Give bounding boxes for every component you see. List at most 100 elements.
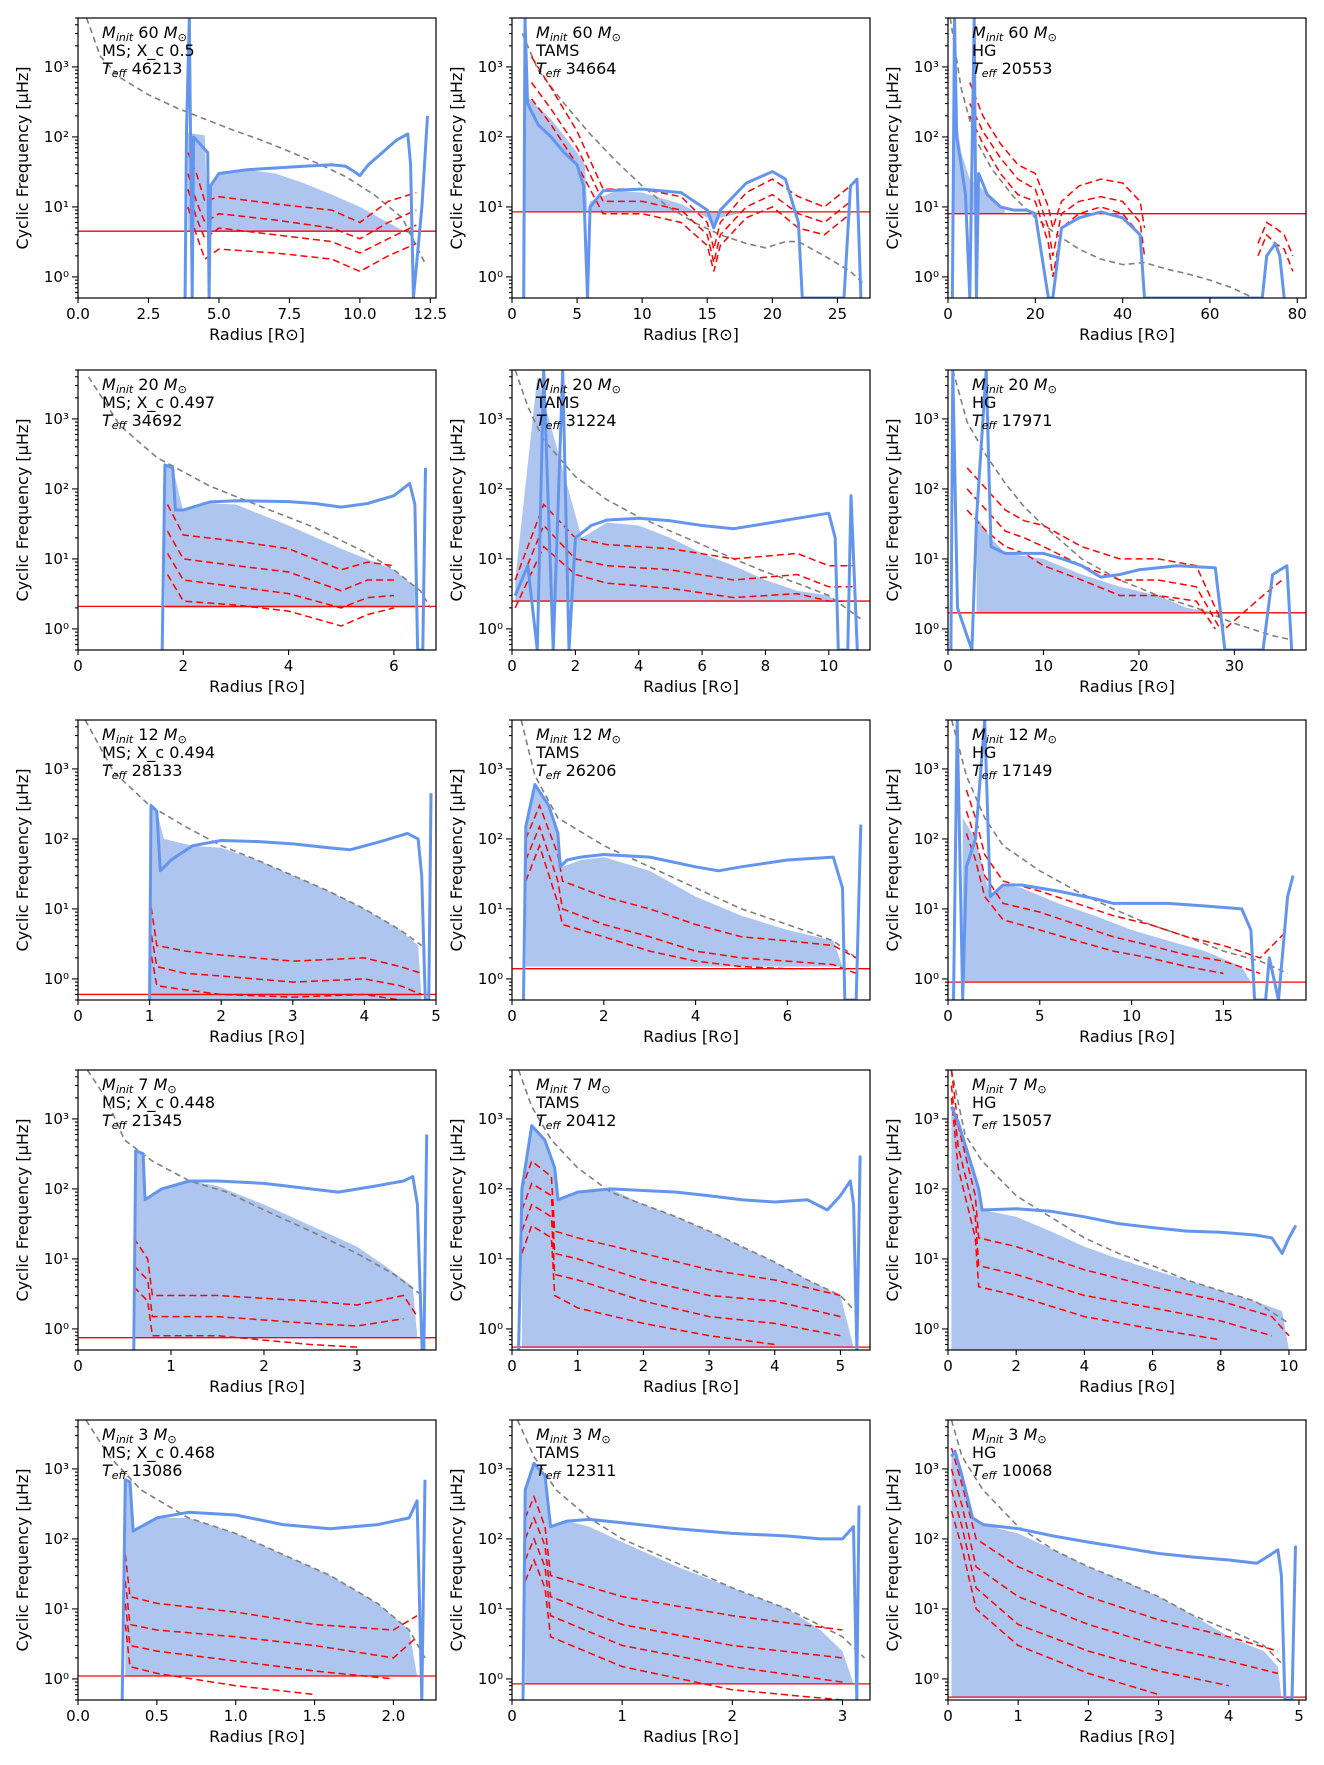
lamb-frequency-curve — [950, 1070, 1290, 1325]
annotation-teff: Teff 31224 — [536, 411, 616, 432]
propagation-fill — [125, 1479, 418, 1676]
y-axis-label: Cyclic Frequency [μHz] — [883, 768, 902, 951]
annotation-teff: Teff 17971 — [972, 411, 1052, 432]
annotation-stage: MS; X_c 0.5 — [102, 41, 195, 61]
y-tick-label: 10² — [478, 830, 503, 848]
mode-curve-1 — [187, 152, 417, 224]
x-tick-label: 20 — [1129, 657, 1148, 675]
mode-curve-4 — [521, 1224, 775, 1346]
x-tick-label: 80 — [1288, 305, 1307, 323]
mode-curve-4 — [187, 206, 417, 273]
x-tick-label: 0.5 — [145, 1707, 169, 1725]
y-tick-label: 10¹ — [478, 198, 503, 216]
mode-curve-3 — [166, 553, 394, 609]
annotation-mass: Minit 20 M⊙ — [536, 375, 621, 396]
plot-area — [78, 18, 436, 298]
panel-r3c2: 0 2 4 6 10⁰ 10¹ 10² 10³ Radius [R⊙] Cyclic Freque… — [447, 719, 871, 1046]
annotation-mass: Minit 7 M⊙ — [972, 1075, 1047, 1096]
mode-curve-2 — [530, 82, 851, 263]
annotation-teff: Teff 26206 — [536, 761, 616, 782]
x-axis-label: Radius [R⊙] — [209, 1027, 305, 1046]
plot-area — [78, 1420, 436, 1700]
x-tick-label: 10.0 — [343, 305, 376, 323]
x-tick-label: 1 — [573, 1357, 583, 1375]
annotation-mass: Minit 12 M⊙ — [972, 725, 1057, 746]
plot-area — [948, 370, 1306, 650]
annotation-teff: Teff 28133 — [102, 761, 182, 782]
x-tick-label: 5 — [431, 1007, 441, 1025]
lamb-frequency-curve — [86, 1070, 423, 1297]
mode-curve-2 — [969, 103, 1146, 257]
x-axis-label: Radius [R⊙] — [1079, 677, 1175, 696]
annotation-stage: TAMS — [535, 393, 579, 412]
annotation-stage: HG — [972, 393, 996, 412]
x-axis-label: Radius [R⊙] — [1079, 1727, 1175, 1746]
mode-curve-1 — [530, 56, 851, 250]
plot-area — [512, 1420, 870, 1700]
annotation-stage: MS; X_c 0.448 — [102, 1093, 215, 1113]
annotation-mass: Minit 60 M⊙ — [972, 23, 1057, 44]
y-tick-label: 10¹ — [914, 900, 939, 918]
y-tick-label: 10³ — [914, 58, 939, 76]
x-tick-label: 0 — [943, 1707, 953, 1725]
plot-area — [78, 720, 436, 1000]
annotation-teff: Teff 46213 — [102, 59, 182, 80]
buoyancy-frequency-curve — [950, 1449, 1297, 1700]
plot-area — [950, 1070, 1298, 1350]
y-tick-label: 10⁰ — [478, 1320, 503, 1338]
x-tick-label: 0 — [507, 657, 517, 675]
x-tick-label: 0.0 — [66, 305, 90, 323]
y-tick-label: 10¹ — [44, 1600, 69, 1618]
buoyancy-frequency-curve — [521, 1461, 861, 1700]
x-tick-label: 1 — [617, 1707, 627, 1725]
x-axis-label: Radius [R⊙] — [1079, 325, 1175, 344]
annotation-stage: MS; X_c 0.497 — [102, 393, 215, 413]
buoyancy-frequency-curve — [183, 18, 429, 298]
annotation-teff: Teff 34692 — [102, 411, 182, 432]
x-tick-label: 4 — [360, 1007, 370, 1025]
y-axis-label: Cyclic Frequency [μHz] — [883, 66, 902, 249]
x-tick-label: 2 — [1011, 1357, 1021, 1375]
plot-area — [948, 720, 1306, 1000]
y-tick-label: 10² — [44, 1180, 69, 1198]
x-tick-label: 6 — [697, 657, 707, 675]
buoyancy-frequency-curve — [952, 720, 1295, 1000]
y-tick-label: 10⁰ — [478, 620, 503, 638]
mode-curve-1 — [166, 504, 395, 571]
x-tick-label: 0 — [507, 305, 517, 323]
y-tick-label: 10¹ — [44, 1250, 69, 1268]
x-tick-label: 0 — [507, 1007, 517, 1025]
y-axis-label: Cyclic Frequency [μHz] — [447, 1468, 466, 1651]
x-tick-label: 2 — [216, 1007, 226, 1025]
mode-curve-1 — [148, 896, 422, 975]
annotation-stage: HG — [972, 743, 996, 762]
mode-curve-2 — [187, 173, 417, 240]
lamb-frequency-curve — [949, 18, 1254, 298]
annotation-teff: Teff 20412 — [536, 1111, 616, 1132]
y-tick-label: 10¹ — [478, 1600, 503, 1618]
x-tick-label: 0 — [73, 657, 83, 675]
buoyancy-frequency-curve — [148, 793, 433, 1000]
x-tick-label: 3 — [352, 1357, 362, 1375]
propagation-fill — [515, 376, 836, 602]
y-tick-label: 10¹ — [914, 550, 939, 568]
mode-curve-3 — [966, 509, 1216, 630]
x-tick-label: 0.0 — [66, 1707, 90, 1725]
y-tick-label: 10⁰ — [44, 620, 69, 638]
mode-curve-2 — [166, 530, 394, 592]
mode-curve-4 — [950, 1510, 1159, 1696]
x-tick-label: 12.5 — [414, 305, 447, 323]
y-axis-label: Cyclic Frequency [μHz] — [447, 1118, 466, 1301]
annotation-stage: HG — [972, 1443, 996, 1462]
mode-curve-2 — [521, 1182, 841, 1318]
mode-curve-3 — [950, 1097, 1221, 1341]
x-tick-label: 1 — [1013, 1707, 1023, 1725]
plot-area — [948, 18, 1306, 298]
lamb-frequency-curve — [517, 1070, 861, 1318]
x-tick-label: 6 — [783, 1007, 793, 1025]
x-tick-label: 20 — [1026, 305, 1045, 323]
x-axis-label: Radius [R⊙] — [209, 1727, 305, 1746]
lamb-frequency-curve — [520, 720, 857, 959]
annotation-mass: Minit 20 M⊙ — [972, 375, 1057, 396]
mode-curve-1 — [966, 467, 1283, 631]
